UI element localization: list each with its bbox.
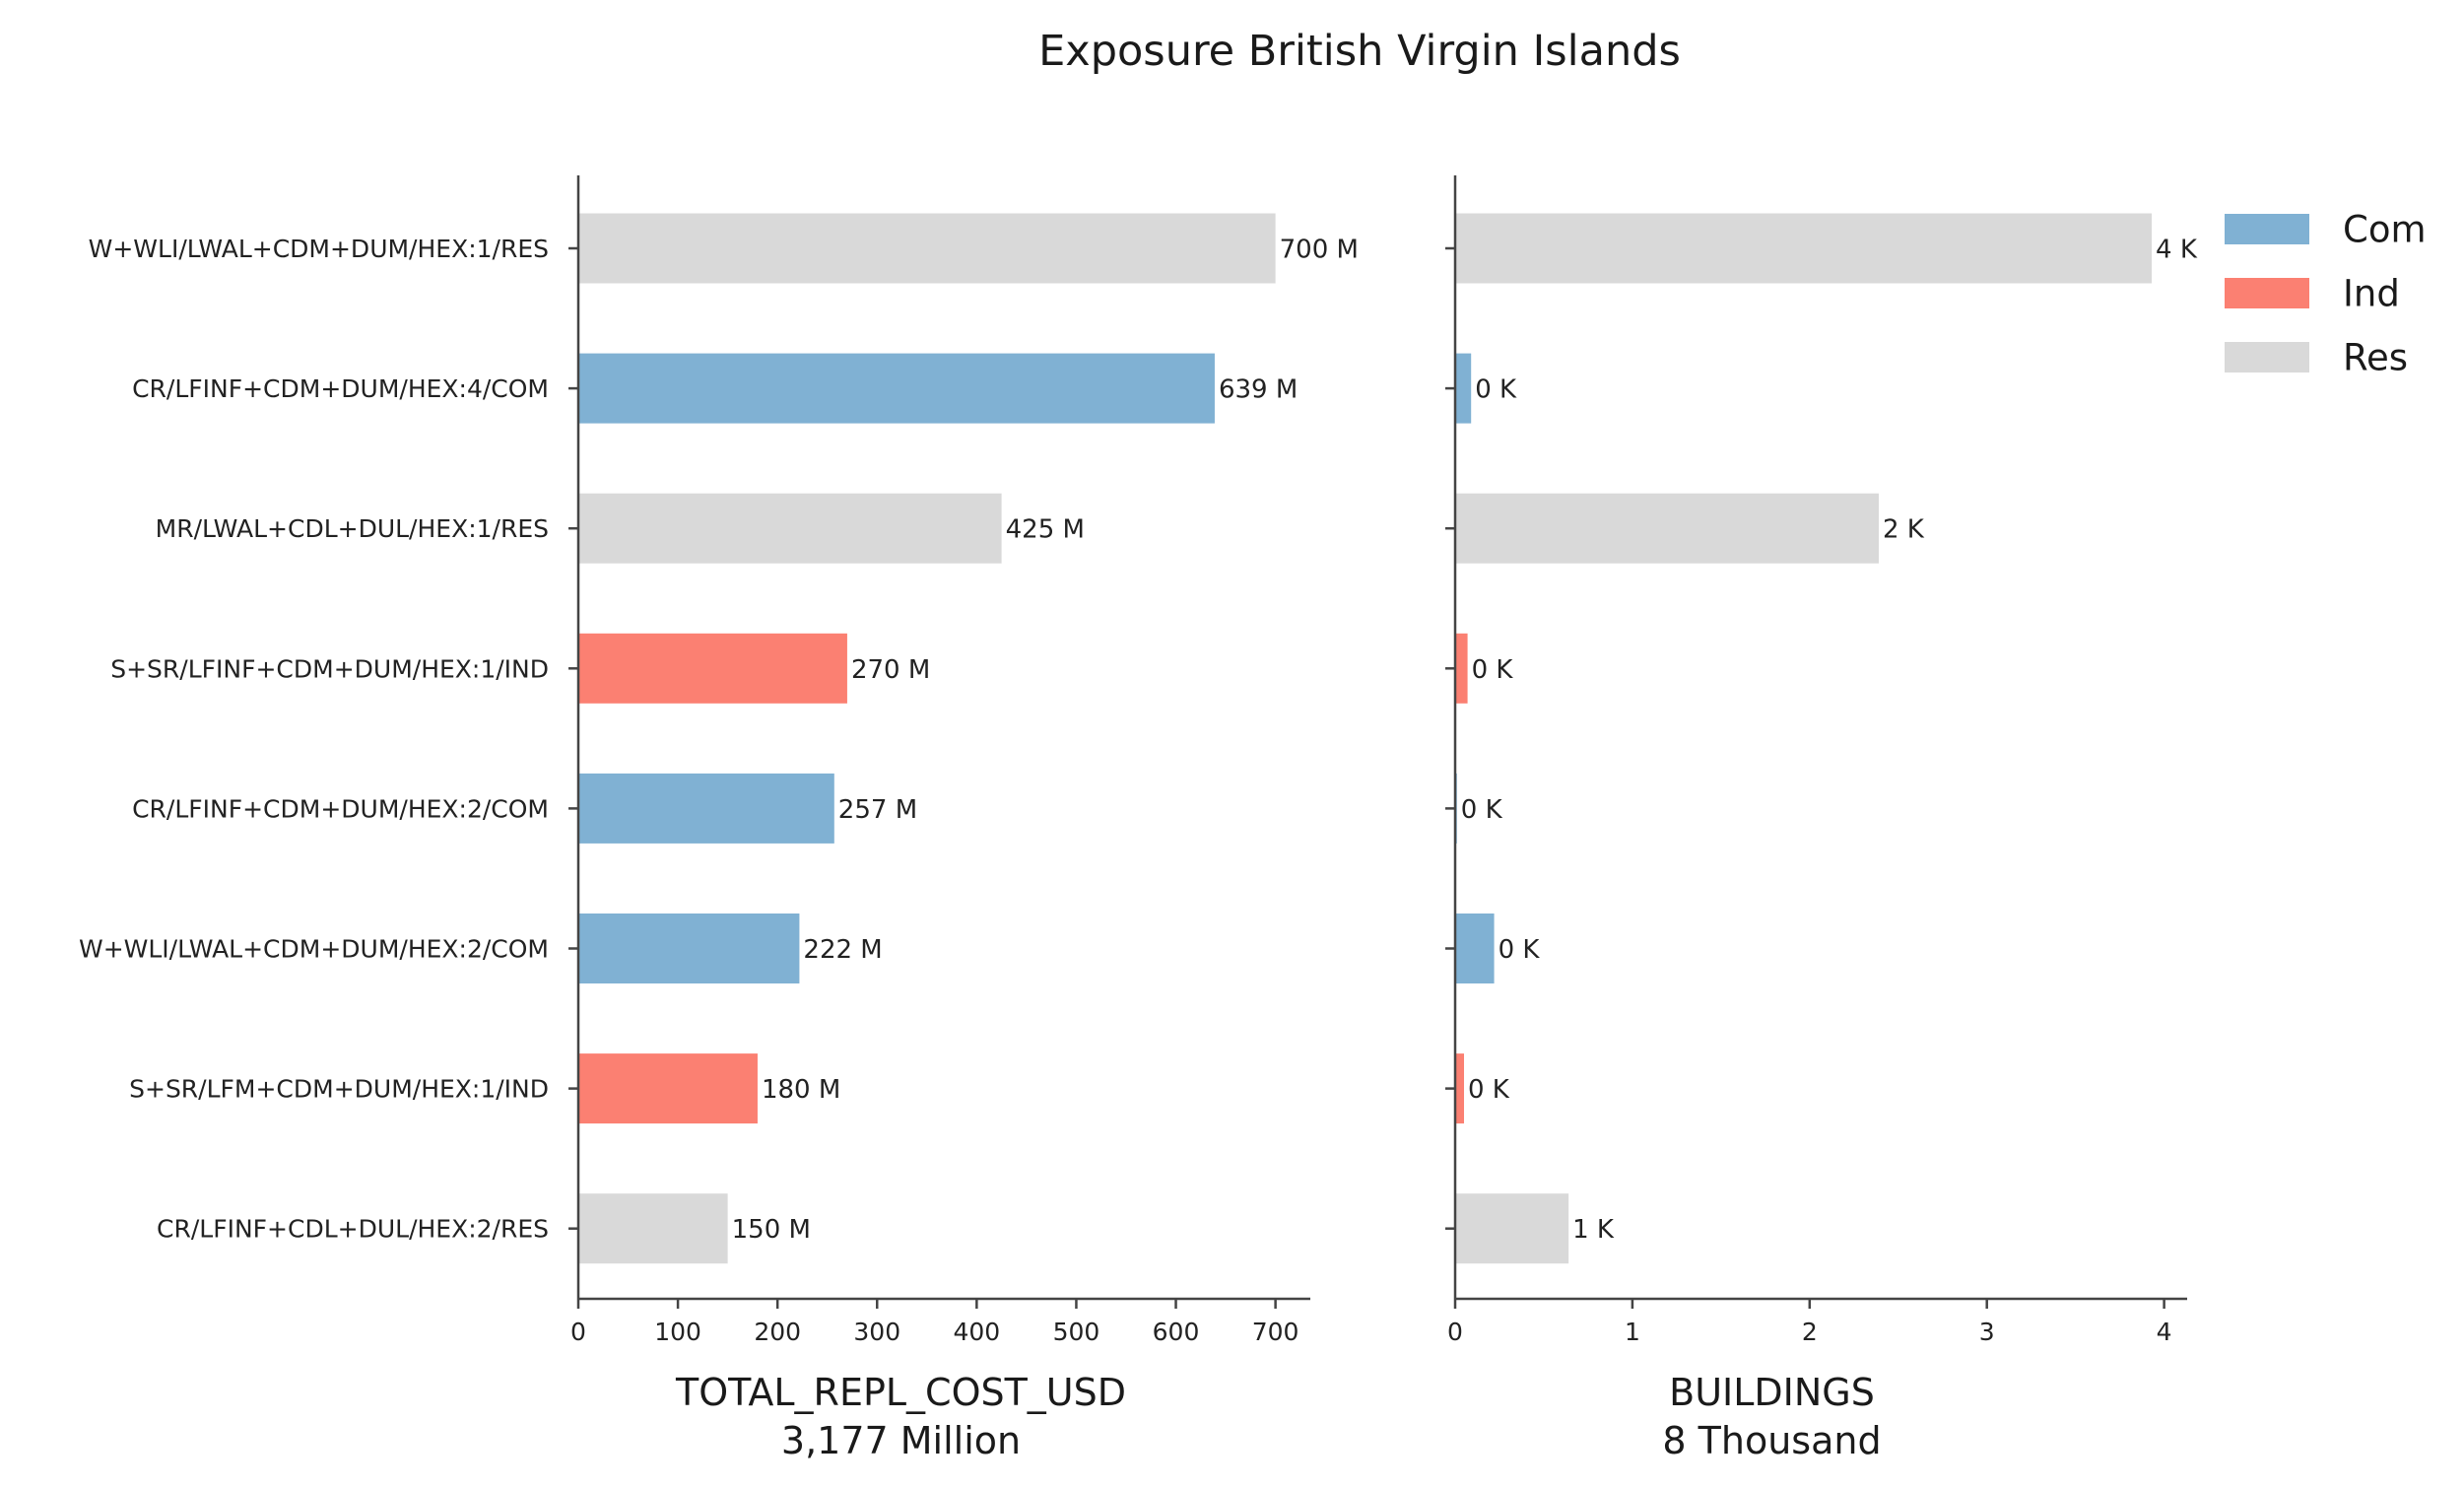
legend-label: Com bbox=[2343, 209, 2427, 251]
x-tick-label: 100 bbox=[654, 1318, 701, 1346]
bar bbox=[578, 1193, 728, 1264]
chart-title: Exposure British Virgin Islands bbox=[1038, 27, 1681, 76]
legend-label: Res bbox=[2343, 337, 2408, 379]
x-tick-label: 3 bbox=[1979, 1318, 1995, 1346]
data-label: 180 M bbox=[762, 1075, 840, 1105]
panel-1: 700 M W+WLI/LWAL+CDM+DUM/HEX:1/RES 639 M CR… bbox=[79, 175, 1359, 1462]
x-tick-label: 0 bbox=[1447, 1318, 1463, 1346]
bar bbox=[578, 633, 847, 704]
data-label: 150 M bbox=[732, 1215, 811, 1245]
category-label: CR/LFINF+CDL+DUL/HEX:2/RES bbox=[157, 1215, 549, 1244]
category-label: W+WLI/LWAL+CDM+DUM/HEX:1/RES bbox=[89, 235, 549, 263]
bar bbox=[1455, 493, 1879, 564]
bar bbox=[578, 213, 1276, 284]
x-tick-label: 300 bbox=[853, 1318, 900, 1346]
data-label: 700 M bbox=[1280, 236, 1359, 265]
category-label: MR/LWAL+CDL+DUL/HEX:1/RES bbox=[156, 514, 549, 543]
bar bbox=[1455, 914, 1495, 983]
category-label: CR/LFINF+CDM+DUM/HEX:4/COM bbox=[132, 374, 549, 403]
data-label: 222 M bbox=[803, 935, 882, 965]
bar bbox=[1455, 1193, 1569, 1264]
category-label: W+WLI/LWAL+CDM+DUM/HEX:2/COM bbox=[79, 935, 549, 964]
legend-swatch bbox=[2225, 278, 2309, 308]
x-tick-label: 600 bbox=[1153, 1318, 1200, 1346]
category-label: S+SR/LFINF+CDM+DUM/HEX:1/IND bbox=[110, 654, 549, 683]
legend-label: Ind bbox=[2343, 273, 2400, 315]
data-label: 4 K bbox=[2156, 236, 2198, 265]
x-axis-subtitle: 8 Thousand bbox=[1662, 1419, 1881, 1462]
x-tick-label: 1 bbox=[1625, 1318, 1640, 1346]
x-tick-label: 4 bbox=[2157, 1318, 2172, 1346]
data-label: 425 M bbox=[1006, 515, 1085, 545]
data-label: 0 K bbox=[1475, 375, 1517, 405]
bar bbox=[1455, 1053, 1464, 1124]
x-tick-label: 700 bbox=[1252, 1318, 1299, 1346]
legend: Com Ind Res bbox=[2225, 209, 2427, 379]
data-label: 0 K bbox=[1498, 935, 1541, 965]
data-label: 257 M bbox=[838, 795, 917, 825]
x-tick-label: 200 bbox=[754, 1318, 801, 1346]
bar bbox=[578, 914, 800, 983]
bar bbox=[1455, 633, 1468, 704]
bar bbox=[578, 493, 1002, 564]
x-axis-label: TOTAL_REPL_COST_USD bbox=[675, 1371, 1126, 1414]
bar bbox=[578, 353, 1215, 424]
x-axis-label: BUILDINGS bbox=[1669, 1371, 1875, 1414]
data-label: 0 K bbox=[1472, 655, 1514, 685]
data-label: 2 K bbox=[1883, 515, 1925, 545]
bar bbox=[1455, 353, 1472, 424]
bar bbox=[1455, 213, 2153, 284]
x-tick-label: 0 bbox=[570, 1318, 586, 1346]
x-tick-label: 400 bbox=[953, 1318, 1000, 1346]
legend-swatch bbox=[2225, 342, 2309, 372]
data-label: 270 M bbox=[851, 655, 930, 685]
x-tick-label: 500 bbox=[1053, 1318, 1100, 1346]
bar bbox=[578, 773, 834, 844]
panel-2: 4 K 0 K 2 K 0 K 0 K 0 K 0 K 1 K 0 1 2 3 4 BUILDINGS 8 … bbox=[1445, 175, 2198, 1462]
x-tick-label: 2 bbox=[1802, 1318, 1818, 1346]
category-label: S+SR/LFM+CDM+DUM/HEX:1/IND bbox=[129, 1075, 549, 1104]
panels-group: 700 M W+WLI/LWAL+CDM+DUM/HEX:1/RES 639 M CR… bbox=[79, 175, 2198, 1462]
data-label: 0 K bbox=[1461, 795, 1503, 825]
x-axis-subtitle: 3,177 Million bbox=[781, 1419, 1021, 1462]
data-label: 1 K bbox=[1572, 1215, 1615, 1245]
bar bbox=[578, 1053, 758, 1124]
data-label: 639 M bbox=[1219, 375, 1298, 405]
category-label: CR/LFINF+CDM+DUM/HEX:2/COM bbox=[132, 794, 549, 823]
legend-swatch bbox=[2225, 214, 2309, 244]
data-label: 0 K bbox=[1468, 1075, 1510, 1105]
